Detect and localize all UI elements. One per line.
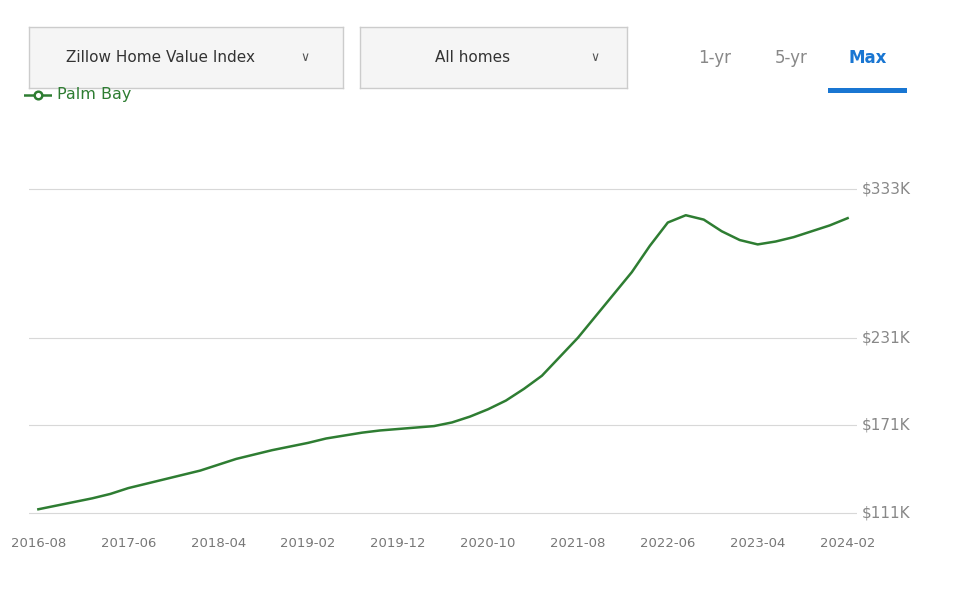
Text: Max: Max	[847, 49, 886, 67]
Text: All homes: All homes	[434, 50, 510, 65]
Text: $231K: $231K	[861, 330, 910, 345]
Text: $171K: $171K	[861, 418, 910, 433]
Text: $111K: $111K	[861, 505, 910, 520]
Text: ∨: ∨	[300, 51, 309, 64]
Text: 5-yr: 5-yr	[774, 49, 807, 67]
Text: Palm Bay: Palm Bay	[57, 88, 131, 102]
Text: ∨: ∨	[590, 51, 599, 64]
Text: 1-yr: 1-yr	[697, 49, 731, 67]
Text: Zillow Home Value Index: Zillow Home Value Index	[67, 50, 255, 65]
Text: $333K: $333K	[861, 181, 910, 196]
